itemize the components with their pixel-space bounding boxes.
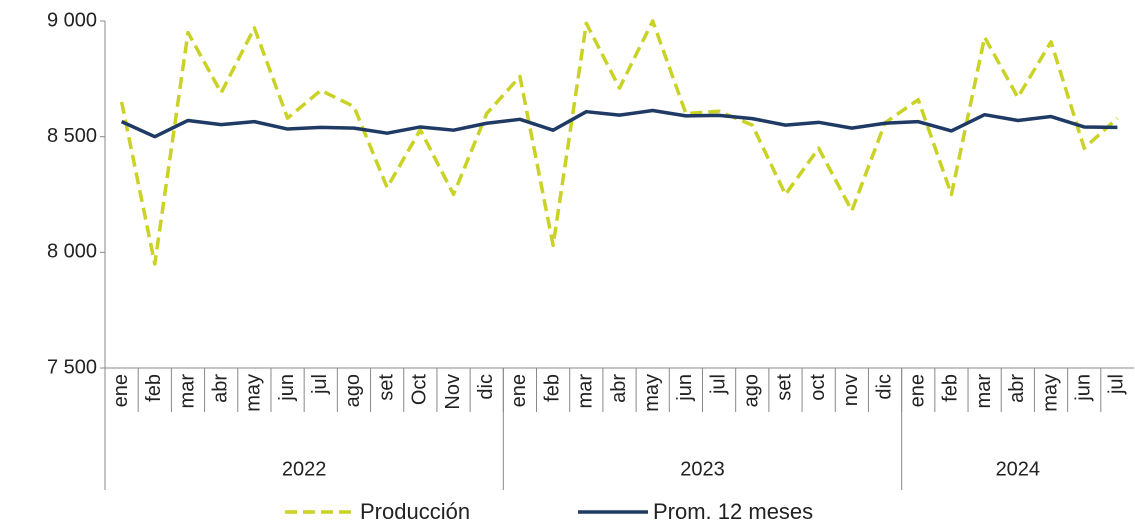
x-tick-label: feb <box>940 374 962 402</box>
x-tick-label: abr <box>608 374 630 403</box>
x-tick-label: mar <box>575 374 597 409</box>
x-tick-label: oct <box>807 374 829 401</box>
x-tick-label: may <box>641 374 663 412</box>
x-tick-label: ago <box>741 374 763 407</box>
x-tick-label: jul <box>309 374 331 395</box>
x-tick-label: jun <box>276 374 298 402</box>
x-tick-label: ene <box>907 374 929 407</box>
x-tick-label: jul <box>1106 374 1128 395</box>
x-tick-label: nov <box>840 374 862 406</box>
x-tick-label: ago <box>342 374 364 407</box>
x-tick-label: ene <box>110 374 132 407</box>
x-tick-label: mar <box>973 374 995 409</box>
x-tick-label: dic <box>475 374 497 400</box>
y-tick-label: 9 000 <box>47 9 97 31</box>
series-line <box>120 108 1118 139</box>
legend-label: Prom. 12 meses <box>653 499 813 524</box>
group-label: 2024 <box>996 458 1041 480</box>
x-tick-label: abr <box>209 374 231 403</box>
x-tick-label: feb <box>541 374 563 402</box>
x-tick-label: jun <box>1072 374 1094 402</box>
x-tick-label: jul <box>707 374 729 395</box>
legend-label: Producción <box>360 499 470 524</box>
x-tick-label: feb <box>143 374 165 402</box>
y-tick-label: 7 500 <box>47 356 97 378</box>
group-label: 2023 <box>680 458 725 480</box>
x-tick-label: may <box>243 374 265 412</box>
x-tick-label: set <box>774 374 796 401</box>
x-tick-label: mar <box>176 374 198 409</box>
x-tick-label: set <box>375 374 397 401</box>
x-tick-label: jun <box>674 374 696 402</box>
x-tick-label: dic <box>873 374 895 400</box>
x-tick-label: Oct <box>409 374 431 406</box>
x-tick-label: ene <box>508 374 530 407</box>
x-tick-label: may <box>1039 374 1061 412</box>
group-label: 2022 <box>282 458 327 480</box>
x-tick-label: abr <box>1006 374 1028 403</box>
x-tick-label: Nov <box>442 374 464 410</box>
y-tick-label: 8 000 <box>47 241 97 263</box>
y-tick-label: 8 500 <box>47 125 97 147</box>
series-line <box>119 19 1119 266</box>
